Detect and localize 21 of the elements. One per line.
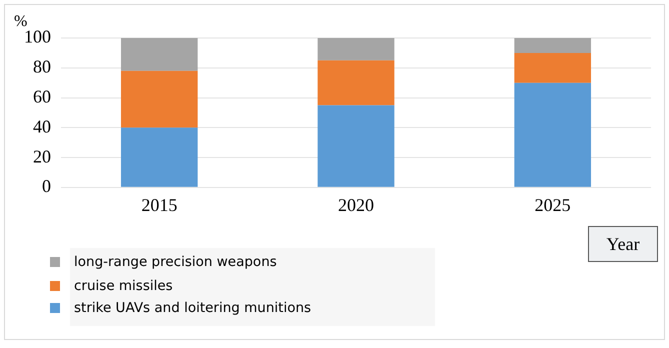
bar (514, 38, 592, 53)
legend-label: long-range precision weapons (74, 254, 277, 270)
legend-label: strike UAVs and loitering munitions (74, 300, 312, 316)
x-tick-label: 2020 (338, 194, 374, 215)
y-tick-label: 0 (42, 176, 51, 196)
bar (318, 105, 394, 187)
bar (120, 70, 198, 128)
y-tick-label: 40 (33, 116, 51, 136)
x-tick-label: 2015 (141, 194, 178, 215)
x-tick-label: 2025 (534, 194, 571, 215)
bar (318, 38, 394, 60)
bar (318, 60, 394, 106)
x-axis-title: Year (588, 226, 658, 262)
bar (120, 38, 198, 71)
y-tick-label: 20 (33, 146, 51, 166)
legend-label: cruise missiles (74, 278, 173, 294)
bar (120, 128, 198, 187)
y-tick-label: 60 (33, 86, 51, 106)
y-tick-label: 80 (33, 56, 51, 77)
bar (514, 82, 592, 187)
bar (514, 52, 592, 83)
